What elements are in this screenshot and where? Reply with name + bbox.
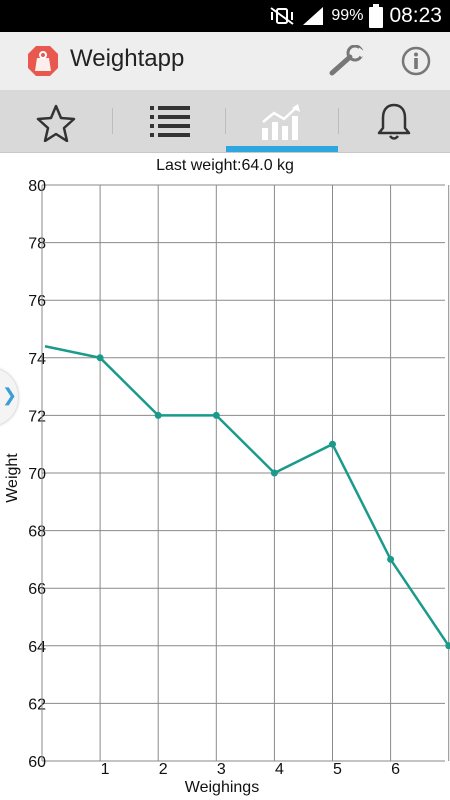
data-point <box>154 411 162 419</box>
data-point <box>212 411 220 419</box>
y-tick-label: 64 <box>28 639 46 656</box>
weight-logo-icon <box>28 46 58 76</box>
y-tick-label: 74 <box>28 351 46 368</box>
x-tick-label: 6 <box>391 761 400 778</box>
app-title: Weightapp <box>70 45 185 72</box>
chart-icon <box>262 104 300 140</box>
star-icon <box>36 104 76 142</box>
y-tick-label: 78 <box>28 236 46 253</box>
tab-bar <box>0 90 450 153</box>
y-tick-label: 62 <box>28 696 46 713</box>
x-tick-label: 2 <box>159 761 168 778</box>
chevron-right-icon: ❯ <box>2 385 18 405</box>
bell-icon <box>377 103 411 140</box>
action-bar: Weightapp <box>0 32 450 90</box>
y-tick-label: 80 <box>28 178 46 195</box>
y-tick-label: 66 <box>28 581 46 598</box>
last-weight-label: Last weight:64.0 kg <box>156 157 294 174</box>
y-tick-label: 60 <box>28 754 46 771</box>
battery-percent: 99% <box>331 7 364 24</box>
tab-favorites[interactable] <box>0 90 112 152</box>
y-tick-label: 70 <box>28 466 46 483</box>
tab-list[interactable] <box>113 90 225 152</box>
weight-chart: 60626466687072747678801234567WeighingsWe… <box>4 178 450 796</box>
x-tick-label: 5 <box>333 761 342 778</box>
data-point <box>445 642 450 650</box>
data-point <box>387 555 395 563</box>
tab-chart[interactable] <box>226 90 338 152</box>
x-tick-label: 1 <box>101 761 110 778</box>
info-icon[interactable] <box>400 45 432 77</box>
mute-vibrate-icon <box>270 7 294 25</box>
tab-separator <box>225 108 226 134</box>
clock: 08:23 <box>389 4 442 27</box>
x-axis-title: Weighings <box>185 779 259 796</box>
status-icons: 99% 08:23 <box>269 0 442 32</box>
y-tick-label: 76 <box>28 293 46 310</box>
x-tick-label: 4 <box>275 761 284 778</box>
y-tick-label: 68 <box>28 524 46 541</box>
y-axis-title: Weight <box>4 453 21 503</box>
wrench-icon[interactable] <box>326 45 366 77</box>
tab-separator <box>112 108 113 134</box>
tab-separator <box>338 108 339 134</box>
data-point <box>329 440 336 448</box>
signal-icon <box>303 7 324 25</box>
tab-reminders[interactable] <box>339 90 450 152</box>
y-tick-label: 72 <box>28 408 46 425</box>
active-tab-indicator <box>226 146 338 152</box>
status-bar: 99% 08:23 <box>0 0 450 32</box>
x-tick-label: 3 <box>217 761 226 778</box>
data-point <box>270 469 278 477</box>
data-point <box>96 354 104 362</box>
drawer-handle[interactable]: ❯ <box>0 368 18 426</box>
series-line <box>44 345 450 647</box>
battery-icon <box>369 4 384 28</box>
list-icon <box>150 106 190 137</box>
